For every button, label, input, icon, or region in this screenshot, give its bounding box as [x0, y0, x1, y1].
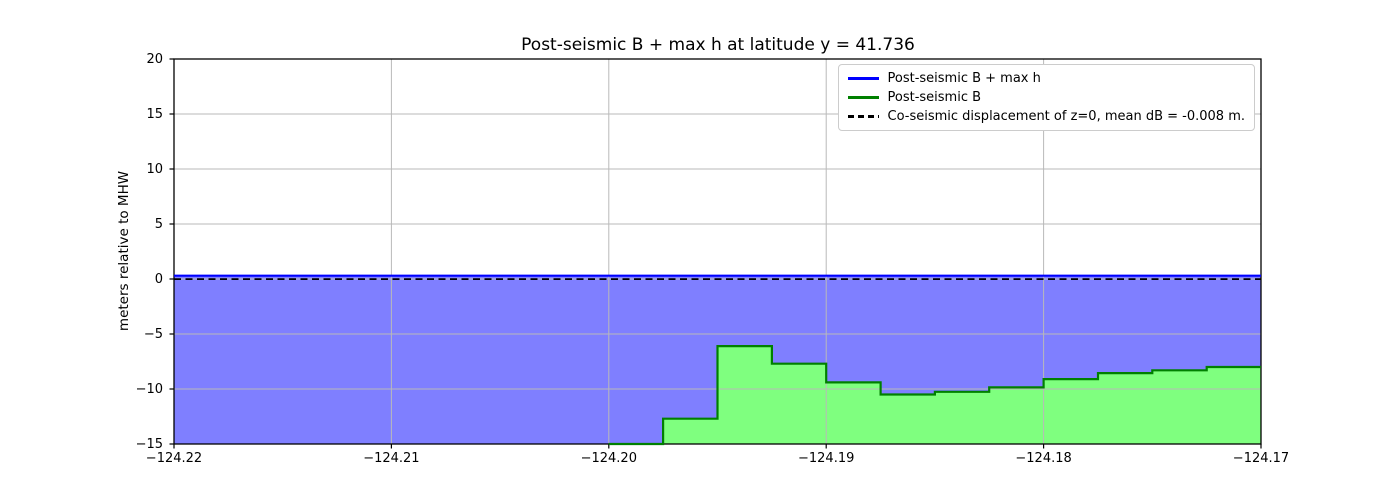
- y-tick-label: −15: [135, 436, 163, 452]
- y-tick-label: 20: [146, 51, 163, 67]
- y-tick-label: 0: [154, 271, 163, 287]
- x-tick-label: −124.20: [580, 451, 637, 466]
- x-tick-label: −124.19: [797, 451, 855, 466]
- x-tick-label: −124.17: [1232, 451, 1290, 466]
- y-tick-label: 10: [146, 161, 163, 177]
- axes-spines: [173, 58, 1262, 445]
- legend-dashed-line-sample: [847, 115, 879, 118]
- y-tick-label: −10: [135, 381, 163, 397]
- y-axis-label: meters relative to MHW: [116, 170, 132, 332]
- y-tick-label: 5: [154, 216, 163, 232]
- legend-label: Post-seismic B + max h: [887, 71, 1041, 86]
- y-tick-label: 15: [146, 106, 163, 122]
- legend-label: Post-seismic B: [887, 90, 982, 105]
- legend-line-sample: [847, 77, 879, 80]
- legend-line-sample: [847, 96, 879, 99]
- legend-entry: Post-seismic B + max h: [847, 71, 1246, 86]
- post-seismic-b-line: [608, 345, 1261, 446]
- legend: Post-seismic B + max h Post-seismic B Co-s…: [837, 64, 1255, 131]
- x-tick-label: −124.22: [145, 451, 203, 466]
- x-tick-label: −124.18: [1015, 451, 1072, 466]
- legend-label: Co-seismic displacement of z=0, mean dB …: [887, 109, 1246, 124]
- y-tick-label: −5: [143, 326, 163, 342]
- legend-entry: Post-seismic B: [847, 90, 1246, 105]
- legend-entry: Co-seismic displacement of z=0, mean dB …: [847, 109, 1246, 124]
- x-tick-label: −124.21: [363, 451, 420, 466]
- chart-title: Post-seismic B + max h at latitude y = 4…: [521, 35, 915, 55]
